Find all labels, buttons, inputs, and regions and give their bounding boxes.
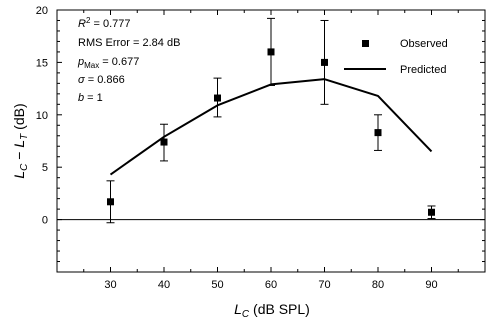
- observed-point: [214, 94, 221, 102]
- observed-point: [107, 198, 114, 206]
- y-axis-label: LC − LT (dB): [11, 103, 30, 178]
- x-tick-label: 40: [158, 279, 170, 291]
- x-tick-label: 80: [372, 279, 384, 291]
- x-tick-label: 50: [211, 279, 223, 291]
- fit-annotations: R2 = 0.777 RMS Error = 2.84 dB pMax = 0.…: [77, 16, 180, 104]
- x-ticks: 30 40 50 60 70 80 90: [83, 10, 459, 291]
- y-tick-label: 15: [36, 57, 48, 69]
- y-ticks: 0 5 10 15 20: [36, 5, 485, 273]
- x-tick-label: 60: [265, 279, 277, 291]
- annotation-r2: R2 = 0.777: [78, 16, 130, 30]
- observed-series: [107, 48, 435, 216]
- x-tick-label: 90: [425, 279, 437, 291]
- legend-observed-marker: [362, 40, 369, 47]
- predicted-series: [109, 78, 433, 176]
- observed-point: [160, 138, 168, 146]
- annotation-b: b = 1: [78, 92, 103, 104]
- observed-point: [428, 208, 435, 216]
- observed-point: [374, 129, 382, 137]
- annotation-rms-error: RMS Error = 2.84 dB: [78, 37, 180, 49]
- legend: Observed Predicted: [344, 38, 448, 76]
- observed-point: [267, 48, 275, 56]
- annotation-pmax: pMax = 0.677: [77, 56, 139, 70]
- predicted-line: [109, 78, 433, 176]
- x-tick-label: 70: [318, 279, 330, 291]
- legend-observed-label: Observed: [400, 38, 448, 50]
- x-axis-label: LC (dB SPL): [234, 301, 310, 320]
- y-tick-label: 5: [42, 162, 48, 174]
- y-tick-label: 20: [36, 5, 48, 17]
- observed-point: [321, 58, 328, 66]
- y-tick-label: 0: [42, 215, 48, 227]
- annotation-sigma: σ = 0.866: [78, 74, 125, 86]
- x-tick-label: 30: [104, 279, 116, 291]
- legend-predicted-label: Predicted: [400, 64, 446, 76]
- y-tick-label: 10: [36, 110, 48, 122]
